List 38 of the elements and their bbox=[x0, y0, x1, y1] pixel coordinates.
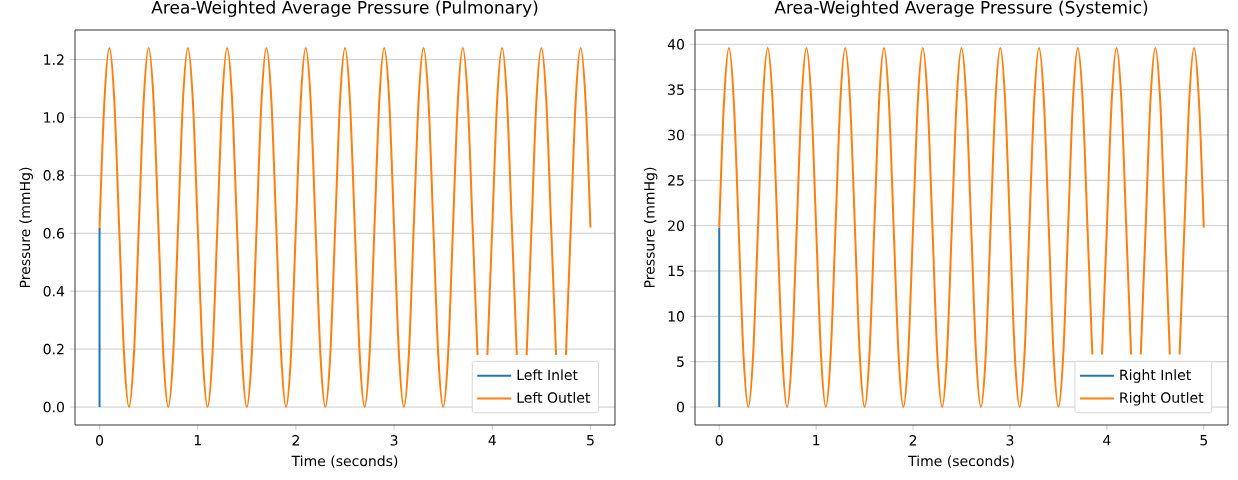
x-tick-label: 3 bbox=[1006, 435, 1014, 446]
x-tick-label: 5 bbox=[587, 435, 594, 446]
x-tick-label: 2 bbox=[909, 435, 917, 446]
x-tick-label: 4 bbox=[488, 435, 496, 446]
y-tick-label: 0.4 bbox=[43, 285, 65, 297]
x-tick-label: 5 bbox=[1200, 435, 1208, 446]
y-tick-label: 10 bbox=[668, 311, 684, 322]
y-tick-label: 0.0 bbox=[43, 401, 64, 413]
x-tick-label: 3 bbox=[390, 435, 398, 446]
legend-label: Left Outlet bbox=[517, 392, 591, 403]
x-axis-title: Time (seconds) bbox=[908, 455, 1014, 468]
x-tick-label: 2 bbox=[292, 435, 299, 446]
y-axis-title: Pressure (mmHg) bbox=[643, 167, 658, 288]
y-tick-label: 1.2 bbox=[44, 54, 64, 65]
y-tick-label: 40 bbox=[667, 39, 684, 50]
x-tick-label: 1 bbox=[813, 435, 820, 446]
y-tick-label: 20 bbox=[668, 220, 684, 231]
legend-label: Right Outlet bbox=[1120, 392, 1204, 406]
chart-title: Area-Weighted Average Pressure (Pulmonary) bbox=[151, 0, 538, 17]
y-tick-label: 5 bbox=[677, 356, 684, 367]
chart-title: Area-Weighted Average Pressure (Systemic) bbox=[774, 0, 1148, 17]
y-tick-label: 35 bbox=[668, 84, 684, 95]
y-tick-label: 25 bbox=[668, 175, 684, 186]
x-tick-label: 4 bbox=[1103, 435, 1111, 446]
y-tick-label: 0.6 bbox=[43, 227, 65, 239]
x-tick-label: 1 bbox=[194, 435, 201, 446]
y-axis-title: Pressure (mmHg) bbox=[19, 167, 33, 288]
y-tick-label: 0.8 bbox=[43, 170, 64, 181]
y-tick-label: 30 bbox=[668, 129, 684, 141]
x-tick-label: 0 bbox=[715, 435, 723, 446]
y-tick-label: 0.2 bbox=[43, 343, 64, 355]
legend-label: Left Inlet bbox=[517, 369, 578, 381]
y-tick-label: 15 bbox=[668, 265, 684, 277]
y-tick-label: 0 bbox=[676, 401, 685, 413]
x-axis-title: Time (seconds) bbox=[291, 455, 398, 468]
x-tick-label: 0 bbox=[96, 435, 104, 446]
legend-label: Right Inlet bbox=[1120, 369, 1191, 383]
y-tick-label: 1.0 bbox=[44, 112, 64, 123]
